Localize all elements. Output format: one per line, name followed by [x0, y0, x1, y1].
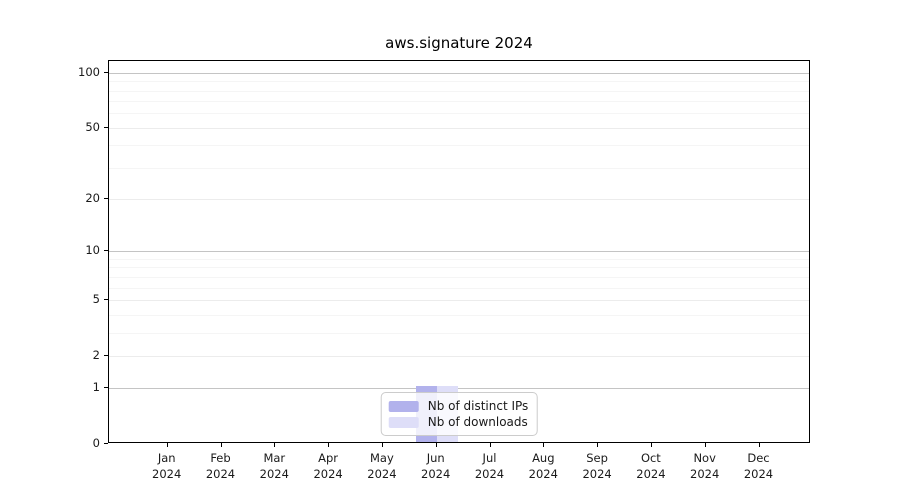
y-tick-mark-5 [104, 298, 108, 301]
x-tick-mark-apr [328, 443, 330, 447]
legend-item: Nb of downloads [388, 414, 529, 430]
gridline-y-8 [109, 267, 809, 269]
x-tick-month: Oct [640, 451, 661, 465]
x-tick-label-aug: Aug 2024 [513, 450, 573, 482]
x-tick-month: Dec [747, 451, 770, 465]
gridline-y-9 [109, 258, 809, 260]
legend-label: Nb of distinct IPs [427, 399, 529, 413]
plot-area: Nb of distinct IPs Nb of downloads [108, 60, 810, 443]
x-tick-month: Jul [482, 451, 497, 465]
x-tick-mark-aug [543, 443, 545, 447]
chart-title: aws.signature 2024 [385, 34, 533, 52]
x-tick-mark-jun [435, 443, 437, 447]
y-tick-mark-10 [104, 250, 108, 252]
x-tick-label-may: May 2024 [352, 450, 412, 482]
gridline-y-4 [109, 314, 809, 316]
x-tick-month: Nov [693, 451, 716, 465]
x-tick-mark-dec [758, 443, 760, 447]
x-tick-year: 2024 [152, 467, 182, 481]
x-tick-label-jan: Jan 2024 [137, 450, 197, 482]
x-tick-label-feb: Feb 2024 [191, 450, 251, 482]
x-tick-year: 2024 [636, 467, 666, 481]
legend-swatch-nb-of-distinct-ips [388, 400, 419, 412]
x-tick-month: Aug [532, 451, 555, 465]
gridline-y-7 [109, 276, 809, 278]
x-tick-year: 2024 [474, 467, 505, 481]
x-tick-mark-sep [597, 443, 599, 447]
y-tick-label-100: 100 [78, 64, 100, 79]
x-tick-month: Apr [318, 451, 339, 465]
x-tick-mark-nov [704, 443, 706, 447]
y-tick-mark-100 [104, 71, 108, 73]
legend-box: Nb of distinct IPs Nb of downloads [380, 392, 538, 436]
x-tick-label-mar: Mar 2024 [244, 450, 304, 482]
x-tick-mark-mar [274, 443, 276, 447]
gridline-y-20 [109, 199, 809, 201]
legend-swatch-nb-of-downloads [388, 416, 419, 428]
x-tick-year: 2024 [367, 467, 397, 481]
x-tick-month: Sep [586, 451, 608, 465]
gridline-y-5 [109, 299, 809, 301]
gridline-y-100 [109, 72, 809, 74]
x-tick-mark-oct [650, 443, 653, 447]
x-tick-month: Feb [210, 451, 231, 465]
gridline-y-60 [109, 113, 809, 115]
x-tick-month: Jan [157, 451, 176, 465]
y-tick-label-20: 20 [85, 191, 100, 206]
x-tick-label-oct: Oct 2024 [621, 450, 681, 482]
x-tick-month: Mar [263, 451, 286, 465]
x-tick-label-sep: Sep 2024 [567, 450, 627, 482]
gridline-y-30 [109, 167, 809, 169]
x-tick-year: 2024 [690, 467, 720, 481]
gridline-y-3 [109, 332, 809, 334]
x-tick-label-apr: Apr 2024 [298, 450, 358, 482]
y-tick-label-5: 5 [92, 291, 100, 306]
x-tick-month: Jun [426, 451, 445, 465]
x-tick-year: 2024 [313, 467, 343, 481]
x-tick-label-jun: Jun 2024 [406, 450, 466, 482]
x-tick-mark-jan [166, 443, 168, 447]
x-tick-year: 2024 [205, 467, 236, 481]
x-tick-label-nov: Nov 2024 [675, 450, 735, 482]
x-tick-month: May [370, 451, 394, 465]
x-tick-mark-feb [220, 443, 222, 447]
x-tick-label-dec: Dec 2024 [729, 450, 789, 482]
y-tick-label-2: 2 [92, 347, 100, 362]
x-tick-year: 2024 [528, 467, 558, 481]
x-tick-year: 2024 [743, 467, 774, 481]
gridline-y-80 [109, 90, 809, 92]
legend-label: Nb of downloads [427, 415, 528, 429]
x-tick-mark-may [381, 443, 384, 447]
legend-item: Nb of distinct IPs [388, 398, 529, 414]
y-tick-mark-2 [104, 354, 108, 356]
y-tick-label-10: 10 [85, 243, 100, 258]
gridline-y-6 [109, 287, 809, 289]
y-tick-mark-50 [104, 126, 108, 128]
y-tick-label-50: 50 [85, 119, 100, 134]
gridline-y-1 [109, 388, 809, 390]
y-tick-mark-20 [104, 198, 108, 200]
x-tick-year: 2024 [421, 467, 451, 481]
gridline-y-70 [109, 101, 809, 103]
gridline-y-50 [109, 127, 809, 129]
x-tick-year: 2024 [582, 467, 612, 481]
x-tick-mark-jul [489, 443, 491, 447]
x-tick-label-jul: Jul 2024 [460, 450, 520, 482]
y-tick-mark-0 [104, 443, 108, 445]
y-tick-mark-1 [104, 387, 108, 389]
y-tick-label-0: 0 [92, 436, 100, 450]
gridline-y-10 [109, 251, 809, 253]
gridline-y-40 [109, 145, 809, 147]
y-tick-label-1: 1 [92, 380, 100, 395]
gridline-y-2 [109, 355, 809, 357]
gridline-y-90 [109, 81, 809, 83]
x-tick-year: 2024 [259, 467, 289, 481]
